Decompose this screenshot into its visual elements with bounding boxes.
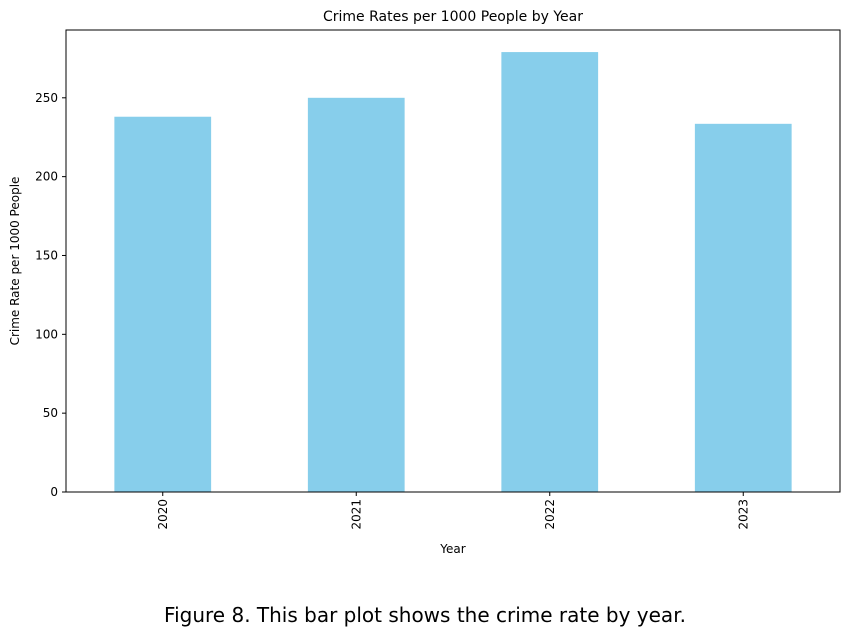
x-tick-label-2022: 2022 (543, 499, 557, 530)
y-tick-label-100: 100 (35, 327, 58, 341)
y-tick-label-50: 50 (43, 406, 58, 420)
y-axis-label: Crime Rate per 1000 People (8, 177, 22, 346)
bar-2023 (694, 123, 792, 492)
bar-2020 (114, 116, 212, 493)
x-axis: 2020 2021 2022 2023 (156, 492, 750, 530)
x-tick-label-2021: 2021 (349, 499, 363, 530)
y-tick-label-0: 0 (50, 485, 58, 499)
x-axis-label: Year (439, 542, 465, 556)
y-tick-label-250: 250 (35, 91, 58, 105)
y-tick-label-200: 200 (35, 170, 58, 184)
bars-group (114, 52, 792, 493)
y-axis: 0 50 100 150 200 250 (35, 91, 66, 499)
figure-caption: Figure 8. This bar plot shows the crime … (164, 603, 686, 627)
plot-frame (65, 29, 841, 493)
chart-title: Crime Rates per 1000 People by Year (323, 9, 583, 25)
bar-2021 (307, 97, 405, 492)
bar-chart: Crime Rates per 1000 People by Year 0 50 1… (8, 9, 841, 556)
x-tick-label-2023: 2023 (736, 499, 750, 530)
x-tick-label-2020: 2020 (156, 499, 170, 530)
bar-2022 (501, 52, 599, 493)
y-tick-label-150: 150 (35, 248, 58, 262)
